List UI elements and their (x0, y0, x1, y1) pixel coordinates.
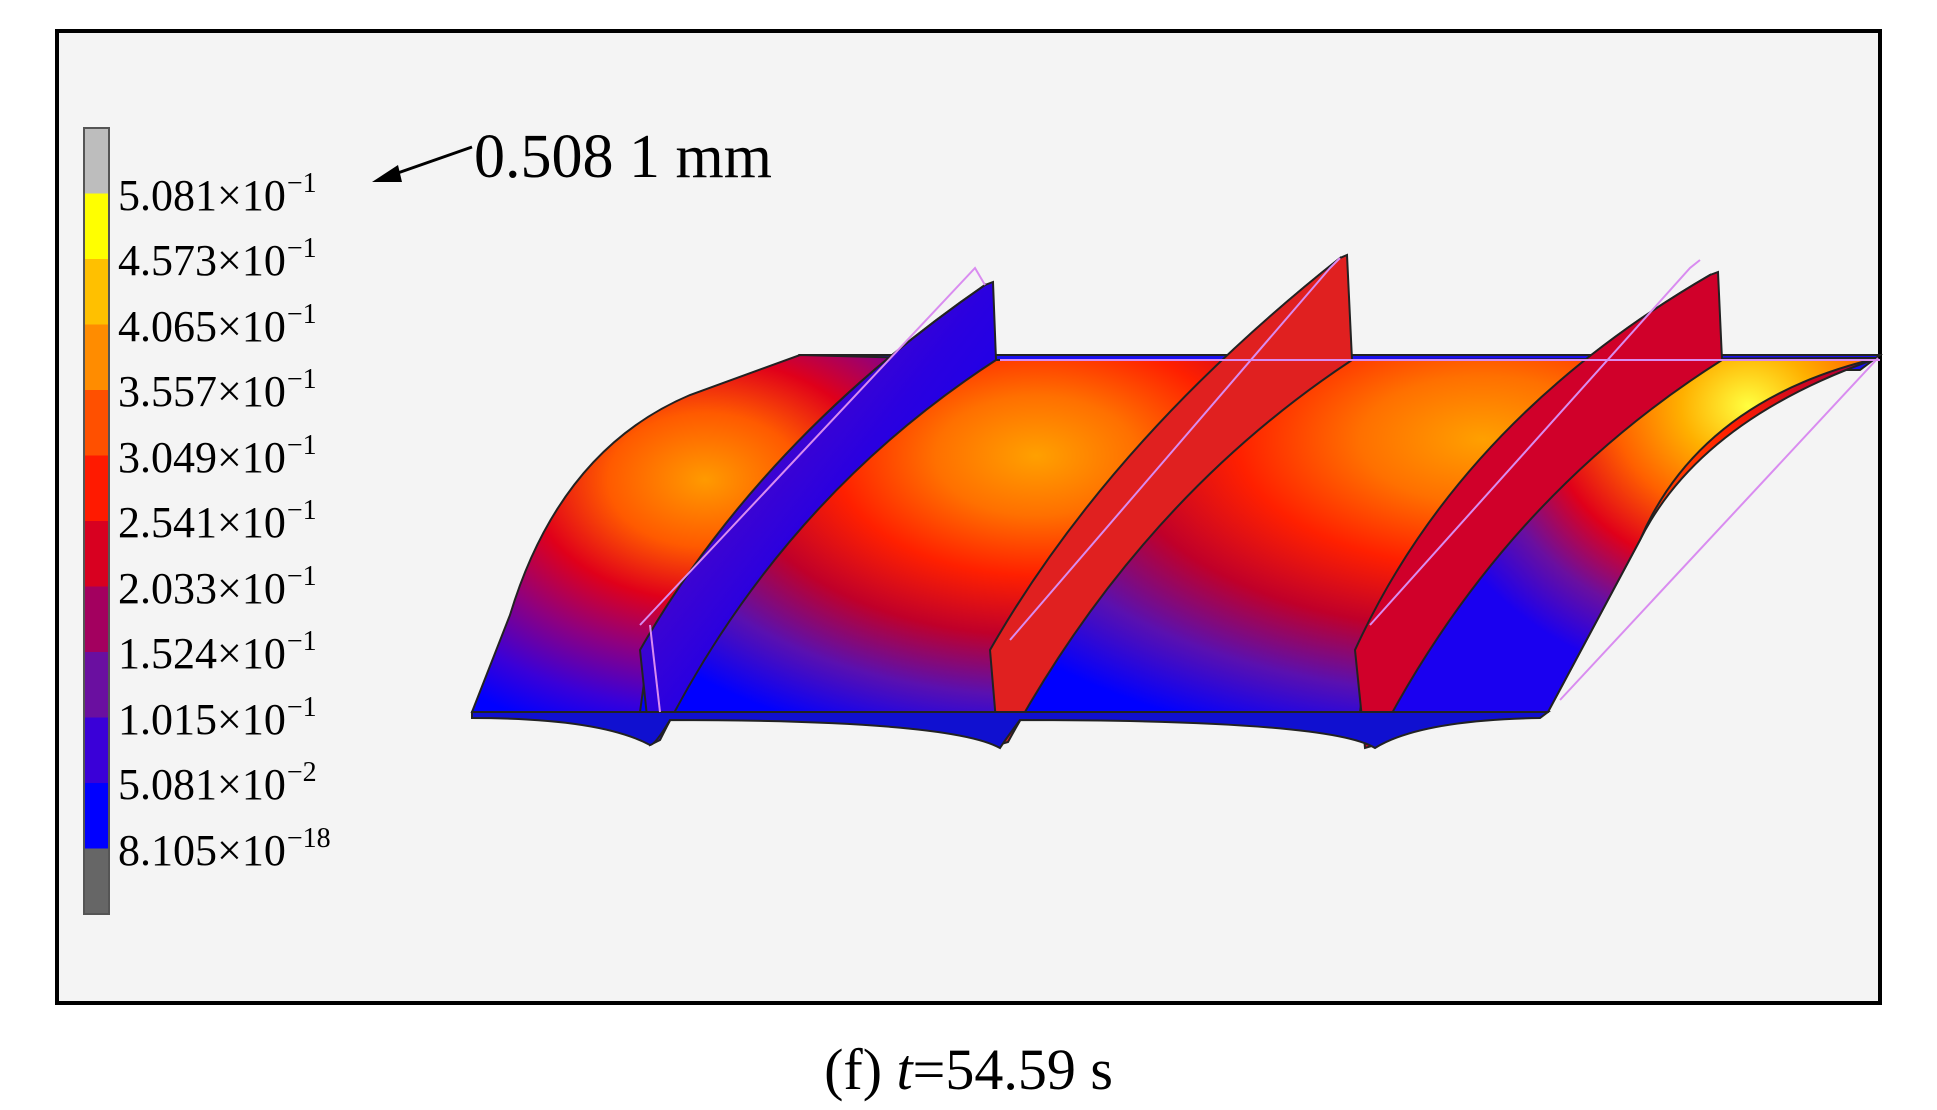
legend-level-label: 5.081×10−2 (118, 757, 317, 809)
colorbar-swatch (84, 193, 109, 259)
legend-colorbar (83, 127, 110, 915)
caption-label: (f) (824, 1037, 883, 1102)
colorbar-swatch (84, 521, 109, 587)
colorbar-swatch (84, 259, 109, 325)
legend-level-label: 4.065×10−1 (118, 298, 317, 351)
legend-level-label: 1.524×10−1 (118, 626, 317, 678)
legend-level-label: 3.049×10−1 (118, 429, 317, 482)
max-value-callout: 0.508 1 mm (474, 123, 772, 191)
colorbar-swatch (84, 783, 109, 849)
colorbar-swatch (84, 128, 109, 194)
legend-level-label: 1.015×10−1 (118, 691, 317, 744)
colorbar-swatch (84, 455, 109, 521)
legend-level-label: 4.573×10−1 (118, 233, 317, 285)
colorbar-swatch (84, 652, 109, 718)
colorbar-swatch (84, 848, 109, 914)
rib-1 (638, 280, 998, 747)
rib-2 (988, 253, 1354, 747)
colorbar-border (83, 127, 110, 915)
colorbar-swatch (84, 390, 109, 456)
base-skin (471, 711, 1551, 750)
legend-level-label: 2.541×10−1 (118, 495, 317, 547)
legend-level-label: 2.033×10−1 (118, 560, 317, 613)
colorbar-swatch (84, 324, 109, 390)
legend-level-label: 8.105×10−18 (118, 822, 331, 875)
caption-value: =54.59 s (912, 1037, 1113, 1102)
colorbar-swatch (84, 586, 109, 652)
legend-level-label: 5.081×10−1 (118, 167, 317, 220)
callout-arrow-line (391, 145, 473, 177)
caption-variable: t (896, 1037, 913, 1102)
legend-level-label: 3.557×10−1 (118, 364, 317, 416)
colorbar-swatch (84, 717, 109, 783)
figure-caption: (f) t=54.59 s (0, 1036, 1937, 1103)
callout-arrow-head (372, 165, 402, 182)
undeformed-outline (639, 257, 1880, 713)
